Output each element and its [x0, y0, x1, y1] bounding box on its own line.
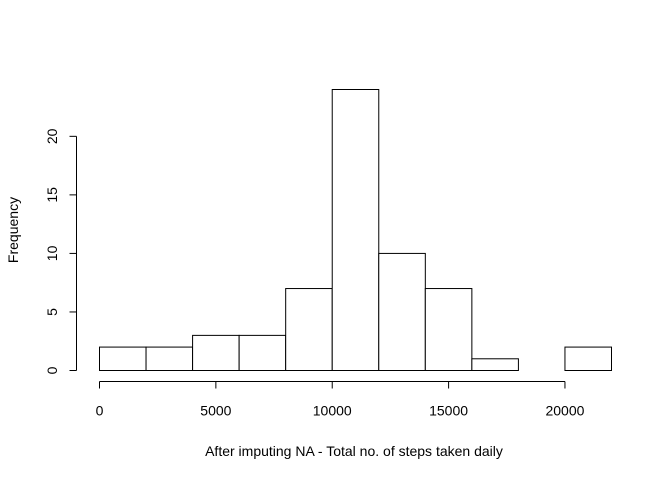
histogram-bars: [99, 89, 612, 372]
histogram-bar-7: [424, 288, 473, 371]
histogram-bar-3: [238, 334, 287, 371]
histogram-bar-5: [331, 89, 380, 371]
x-axis: 0 5000 10000 15000 20000: [96, 381, 585, 419]
histogram-bar-8: [471, 358, 519, 371]
y-axis-title: Frequency: [5, 197, 21, 263]
x-tick-label: 20000: [545, 403, 584, 419]
x-tick-label: 5000: [200, 403, 231, 419]
histogram-bar-4: [285, 288, 333, 371]
y-tick-label: 0: [44, 366, 60, 374]
y-tick-label: 20: [44, 128, 60, 144]
y-axis: 0 5 10 15 20: [44, 128, 77, 374]
y-tick-label: 10: [44, 245, 60, 261]
histogram-bar-10: [564, 346, 612, 372]
x-tick-label: 0: [96, 403, 104, 419]
y-tick-label: 5: [44, 308, 60, 316]
x-tick-label: 15000: [429, 403, 468, 419]
y-tick-label: 15: [44, 187, 60, 203]
histogram-bar-0: [99, 346, 147, 372]
histogram-bar-1: [145, 346, 194, 372]
x-tick-label: 10000: [313, 403, 352, 419]
histogram-bar-2: [192, 334, 240, 371]
histogram-bar-6: [378, 252, 426, 372]
x-axis-title: After imputing NA - Total no. of steps t…: [205, 443, 503, 459]
